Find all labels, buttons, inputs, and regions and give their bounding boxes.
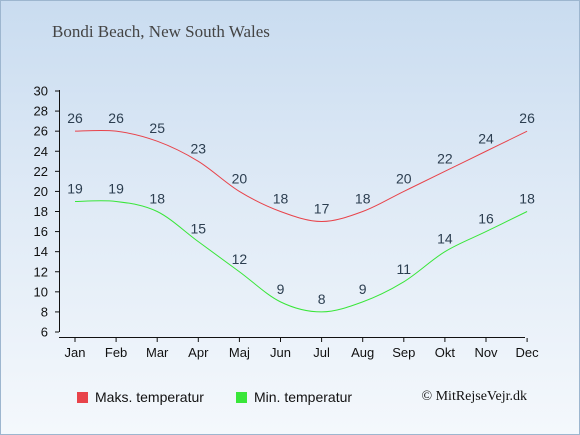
data-label-max-temperature: 18 bbox=[273, 191, 289, 207]
x-axis-ticks: Jan Feb Mar Apr Maj Jun Jul Aug Sep Okt Nov Dec bbox=[65, 338, 540, 360]
data-label-min-temperature: 18 bbox=[519, 191, 535, 207]
data-label-min-temperature: 16 bbox=[478, 211, 494, 227]
series-line-min-temperature bbox=[74, 200, 528, 313]
x-tick-label: Okt bbox=[435, 345, 456, 360]
data-label-max-temperature: 26 bbox=[108, 110, 124, 126]
data-label-max-temperature: 17 bbox=[314, 201, 330, 217]
copyright-credit: © MitRejseVejr.dk bbox=[421, 389, 527, 404]
y-tick-label: 10 bbox=[34, 284, 48, 299]
data-label-max-temperature: 18 bbox=[355, 191, 371, 207]
y-tick-label: 26 bbox=[34, 124, 48, 139]
legend-entry-min: Min. temperatur bbox=[236, 389, 352, 405]
data-labels: 26 26 25 23 20 18 17 18 20 22 24 26 19 19 18 15 12 9 8 9 11 1… bbox=[67, 110, 535, 307]
x-tick-label: Jun bbox=[270, 345, 291, 360]
y-tick-label: 6 bbox=[41, 325, 48, 340]
data-label-max-temperature: 25 bbox=[149, 120, 165, 136]
y-tick-label: 28 bbox=[34, 104, 48, 119]
legend-entry-max: Maks. temperatur bbox=[77, 389, 204, 405]
x-tick-label: Maj bbox=[229, 345, 250, 360]
data-label-max-temperature: 24 bbox=[478, 130, 494, 146]
data-label-min-temperature: 11 bbox=[397, 261, 412, 277]
chart-title: Bondi Beach, New South Wales bbox=[52, 22, 270, 41]
y-tick-label: 16 bbox=[34, 224, 48, 239]
legend-label-min: Min. temperatur bbox=[254, 389, 353, 405]
data-label-min-temperature: 18 bbox=[149, 191, 165, 207]
x-tick-label: Jan bbox=[65, 345, 86, 360]
x-tick-label: Nov bbox=[474, 345, 498, 360]
series-line-max-temperature bbox=[74, 129, 528, 223]
data-label-min-temperature: 9 bbox=[359, 281, 367, 297]
x-tick-label: Apr bbox=[188, 345, 209, 360]
y-tick-label: 22 bbox=[34, 164, 48, 179]
data-label-max-temperature: 20 bbox=[232, 170, 248, 186]
y-tick-label: 8 bbox=[41, 304, 48, 319]
series-lines bbox=[74, 129, 528, 313]
data-label-max-temperature: 22 bbox=[437, 150, 453, 166]
data-label-min-temperature: 8 bbox=[318, 291, 326, 307]
legend-label-max: Maks. temperatur bbox=[95, 389, 204, 405]
x-tick-label: Feb bbox=[105, 345, 127, 360]
y-tick-label: 18 bbox=[34, 204, 48, 219]
data-label-max-temperature: 26 bbox=[519, 110, 535, 126]
y-axis-ticks: 6 8 10 12 14 16 18 20 22 24 26 28 30 bbox=[34, 84, 59, 340]
data-label-max-temperature: 20 bbox=[396, 170, 412, 186]
data-label-min-temperature: 9 bbox=[277, 281, 285, 297]
y-tick-label: 14 bbox=[34, 244, 48, 259]
y-tick-label: 20 bbox=[34, 184, 48, 199]
legend: Maks. temperatur Min. temperatur bbox=[1, 389, 579, 409]
data-label-min-temperature: 12 bbox=[232, 251, 248, 267]
x-tick-label: Dec bbox=[516, 345, 540, 360]
data-label-max-temperature: 23 bbox=[191, 140, 207, 156]
data-label-min-temperature: 19 bbox=[108, 180, 124, 196]
legend-swatch-min bbox=[236, 391, 247, 403]
data-label-min-temperature: 14 bbox=[437, 231, 453, 247]
x-tick-label: Aug bbox=[351, 345, 374, 360]
line-chart: 6 8 10 12 14 16 18 20 22 24 26 28 30 Jan Feb Mar Apr Maj… bbox=[34, 84, 540, 361]
legend-swatch-max bbox=[77, 391, 88, 403]
data-label-max-temperature: 26 bbox=[67, 110, 83, 126]
y-tick-label: 12 bbox=[34, 264, 48, 279]
data-label-min-temperature: 15 bbox=[191, 221, 207, 237]
y-tick-label: 24 bbox=[34, 144, 48, 159]
x-tick-label: Jul bbox=[313, 345, 330, 360]
x-tick-label: Sep bbox=[392, 345, 415, 360]
y-tick-label: 30 bbox=[34, 84, 48, 99]
data-label-min-temperature: 19 bbox=[67, 180, 83, 196]
x-tick-label: Mar bbox=[146, 345, 169, 360]
